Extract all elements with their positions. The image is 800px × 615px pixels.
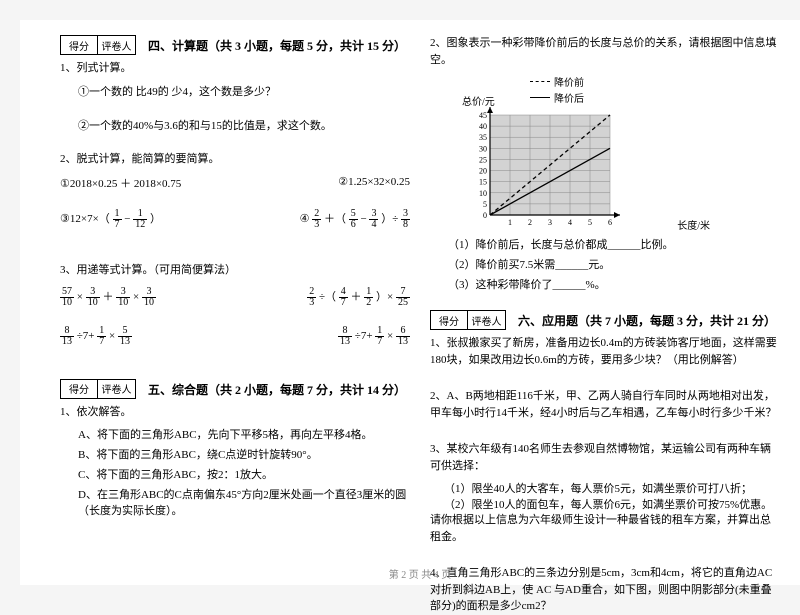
reviewer-label: 评卷人 (468, 310, 506, 330)
page-footer: 第 2 页 共 4 页 (20, 566, 800, 581)
svg-text:1: 1 (508, 218, 512, 227)
frac: 17 (375, 326, 384, 347)
q3d: 813 ÷7+ 17 × 613 (338, 326, 410, 347)
q1: 1、列式计算。 (60, 60, 410, 77)
legend-before: 降价前 (554, 74, 584, 89)
legend-after: 降价后 (554, 90, 584, 105)
legend: 降价前 降价后 (530, 74, 670, 105)
frac: 47 (339, 287, 348, 308)
dash-icon (530, 81, 550, 82)
q2d: ④ 23 ＋（ 56 − 34 ）÷ 38 (300, 209, 410, 230)
rq2-3: （3）这种彩带降价了______%。 (448, 276, 780, 292)
q3b: 23 ÷（ 47 ＋ 12 ）× 725 (307, 287, 410, 308)
svg-text:5: 5 (588, 218, 592, 227)
q5d: D、在三角形ABC的C点南偏东45°方向2厘米处画一个直径3厘米的圆（长度为实际… (78, 486, 410, 518)
q6-3c: 请你根据以上信息为六年级师生设计一种最省钱的租车方案，并算出总租金。 (430, 512, 780, 545)
q5a: A、将下面的三角形ABC，先向下平移5格，再向左平移4格。 (78, 426, 410, 442)
frac: 813 (60, 326, 74, 347)
q2: 2、脱式计算，能简算的要简算。 (60, 151, 410, 168)
chart-svg: 123456051015202530354045 (470, 107, 640, 227)
svg-text:5: 5 (483, 200, 487, 209)
frac: 23 (312, 209, 321, 230)
q6-3b: （2）限坐10人的面包车，每人票价6元，如满坐票价可按75%优惠。 (444, 496, 780, 512)
q2a: ①2018×0.25 ＋ 2018×0.75 (60, 175, 181, 191)
section-4-title: 四、计算题（共 3 小题，每题 5 分，共计 15 分） (144, 37, 410, 54)
reviewer-label: 评卷人 (98, 379, 136, 399)
frac: 56 (349, 209, 358, 230)
q2d-pre: ④ (300, 213, 310, 225)
rq2-2: （2）降价前买7.5米需______元。 (448, 256, 780, 272)
q2c-pre: ③12×7×（ (60, 213, 110, 225)
frac: 17 (113, 209, 122, 230)
q5b: B、将下面的三角形ABC，绕C点逆时针旋转90°。 (78, 446, 410, 462)
rq2: 2、图象表示一种彩带降价前后的长度与总价的关系，请根据图中信息填空。 (430, 35, 780, 68)
frac: 513 (118, 326, 132, 347)
svg-text:4: 4 (568, 218, 572, 227)
frac: 613 (396, 326, 410, 347)
svg-text:6: 6 (608, 218, 612, 227)
score-label: 得分 (60, 35, 98, 55)
q2c-mid: − (124, 213, 133, 225)
q3c: 813 ÷7+ 17 × 513 (60, 326, 132, 347)
section-6-title: 六、应用题（共 7 小题，每题 3 分，共计 21 分） (514, 312, 780, 329)
frac: 12 (364, 287, 373, 308)
q2c-post: ） (150, 213, 161, 225)
svg-text:3: 3 (548, 218, 552, 227)
q3a: 5710 × 310 ＋ 310 × 310 (60, 287, 156, 308)
frac: 5710 (60, 287, 74, 308)
svg-text:10: 10 (479, 189, 487, 198)
frac: 34 (369, 209, 378, 230)
q6-2: 2、A、B两地相距116千米，甲、乙两人骑自行车同时从两地相对出发，甲车每小时行… (430, 388, 780, 421)
score-box: 得分 评卷人 (430, 310, 506, 330)
svg-text:0: 0 (483, 211, 487, 220)
q5-1: 1、依次解答。 (60, 404, 410, 421)
q6-3: 3、某校六年级有140名师生去参观自然博物馆，某运输公司有两种车辆可供选择： (430, 441, 780, 474)
score-label: 得分 (430, 310, 468, 330)
q1b: ②一个数的40%与3.6的和与15的比值是，求这个数。 (78, 117, 410, 133)
svg-text:20: 20 (479, 167, 487, 176)
svg-text:15: 15 (479, 178, 487, 187)
frac: 17 (97, 326, 106, 347)
frac: 310 (142, 287, 156, 308)
q2d-mid1: ＋（ (324, 213, 346, 225)
reviewer-label: 评卷人 (98, 35, 136, 55)
svg-text:40: 40 (479, 122, 487, 131)
rq2-1: （1）降价前后，长度与总价都成______比例。 (448, 236, 780, 252)
q2b: ②1.25×32×0.25 (338, 175, 410, 191)
q2d-mid3: ）÷ (381, 213, 398, 225)
svg-text:2: 2 (528, 218, 532, 227)
score-box: 得分 评卷人 (60, 35, 136, 55)
q3: 3、用递等式计算。（可用简便算法） (60, 262, 410, 279)
q5c: C、将下面的三角形ABC，按2：1放大。 (78, 466, 410, 482)
solid-icon (530, 97, 550, 98)
price-chart: 降价前 降价后 总价/元 123456051015202530354045 长度… (470, 74, 670, 230)
svg-text:30: 30 (479, 144, 487, 153)
x-axis-label: 长度/米 (677, 217, 710, 232)
frac: 813 (338, 326, 352, 347)
q2c: ③12×7×（ 17 − 112 ） (60, 209, 161, 230)
svg-text:35: 35 (479, 133, 487, 142)
frac: 310 (86, 287, 100, 308)
svg-text:45: 45 (479, 111, 487, 120)
svg-text:25: 25 (479, 155, 487, 164)
q2d-mid2: − (360, 213, 369, 225)
frac: 38 (401, 209, 410, 230)
q6-1: 1、张叔搬家买了新房，准备用边长0.4m的方砖装饰客厅地面，这样需要180块，如… (430, 335, 780, 368)
q1a: ①一个数的 比49的 少4，这个数是多少？ (78, 83, 410, 99)
score-box: 得分 评卷人 (60, 379, 136, 399)
q6-3a: （1）限坐40人的大客车，每人票价5元，如满坐票价可打八折； (444, 480, 780, 496)
y-axis-label: 总价/元 (462, 93, 495, 108)
frac: 310 (116, 287, 130, 308)
section-5-title: 五、综合题（共 2 小题，每题 7 分，共计 14 分） (144, 381, 410, 398)
frac: 725 (396, 287, 410, 308)
frac: 112 (133, 209, 147, 230)
frac: 23 (307, 287, 316, 308)
score-label: 得分 (60, 379, 98, 399)
